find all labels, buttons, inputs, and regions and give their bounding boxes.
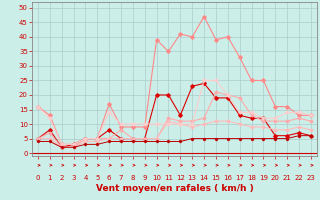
X-axis label: Vent moyen/en rafales ( km/h ): Vent moyen/en rafales ( km/h ) — [96, 184, 253, 193]
